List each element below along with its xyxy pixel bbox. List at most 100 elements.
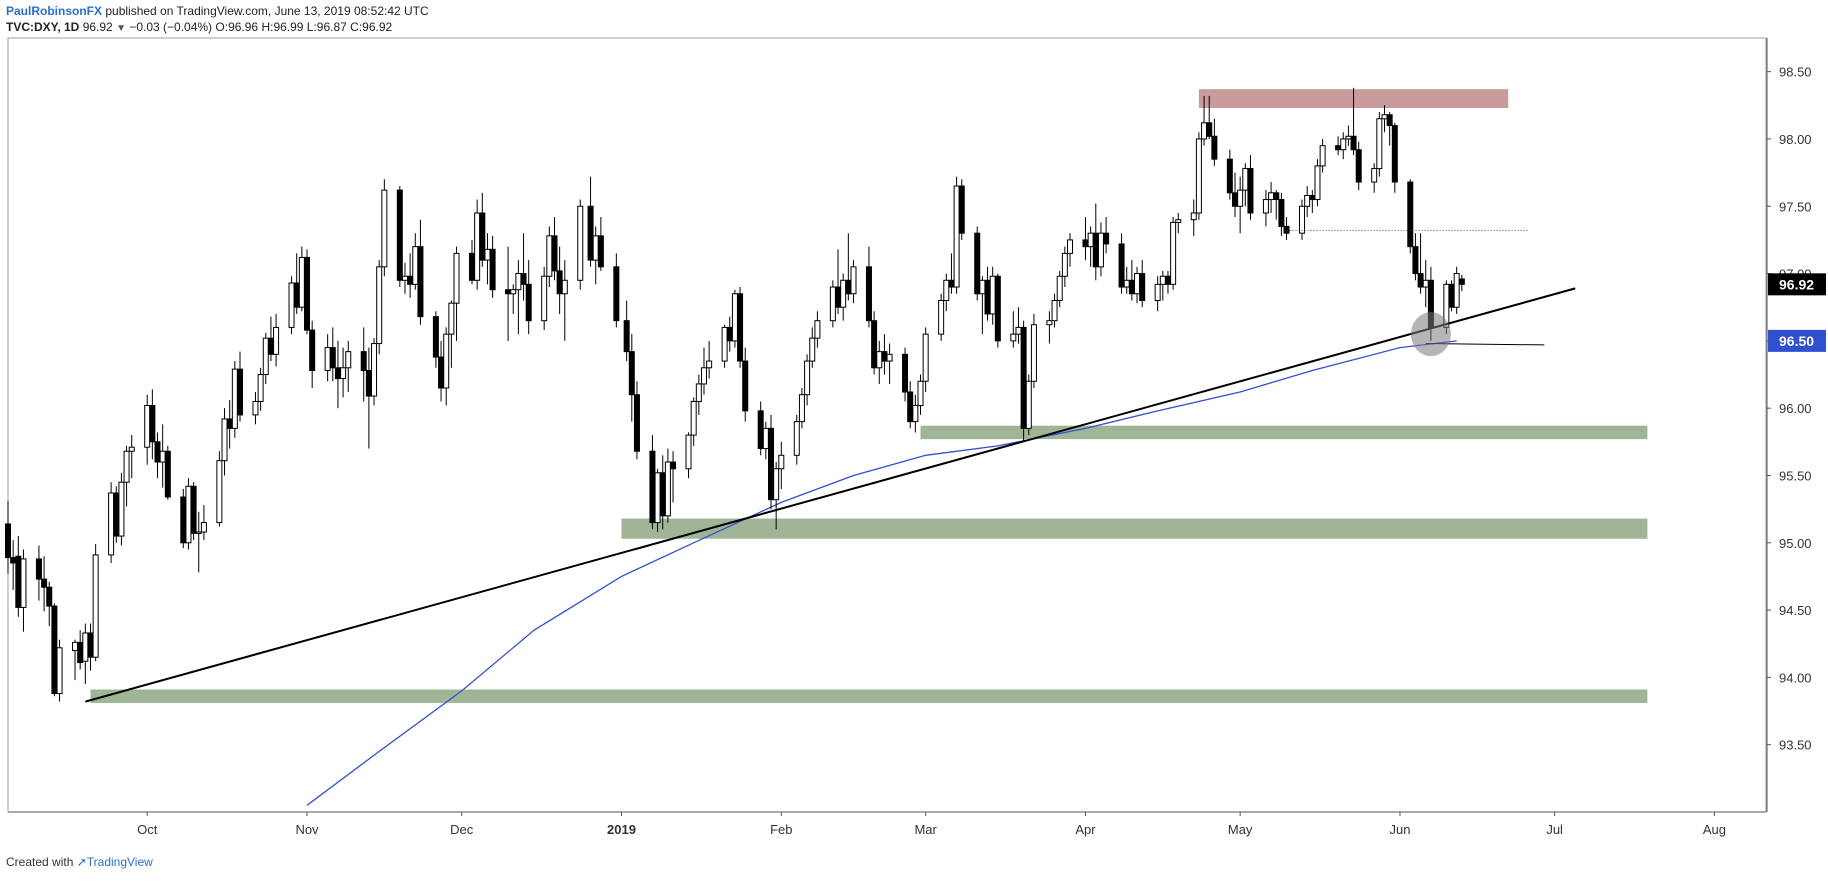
candle-body-down xyxy=(46,586,53,607)
candle-body-up xyxy=(1314,165,1321,201)
candle xyxy=(742,347,749,422)
candle-body-up xyxy=(252,400,259,416)
candle xyxy=(1020,320,1027,442)
candle xyxy=(1309,190,1316,213)
candle xyxy=(726,316,733,352)
candle xyxy=(1412,233,1419,281)
candle-body-down xyxy=(154,441,161,463)
candle-body-up xyxy=(1340,138,1347,151)
candle xyxy=(10,540,17,590)
candle-body-down xyxy=(360,351,367,371)
candle-body-down xyxy=(309,329,316,371)
candle-body-up xyxy=(345,351,352,369)
y-tick-label: 96.00 xyxy=(1779,401,1812,416)
candle-body-up xyxy=(288,282,295,328)
candle xyxy=(685,432,692,479)
candle xyxy=(1087,226,1094,267)
x-tick-label: Nov xyxy=(295,822,319,837)
candle xyxy=(850,260,857,304)
candle-body-up xyxy=(850,266,857,295)
candle-body-up xyxy=(56,647,63,695)
candle-body-down xyxy=(556,270,563,295)
drawing-layer[interactable] xyxy=(85,229,1576,703)
candle-body-up xyxy=(1319,145,1326,167)
candle-body-up xyxy=(1123,279,1130,288)
candle xyxy=(82,623,89,685)
candle xyxy=(118,472,125,546)
candle-body-up xyxy=(1190,212,1197,221)
candle-body-up xyxy=(664,461,671,517)
candle xyxy=(1195,132,1202,220)
candle-body-down xyxy=(1417,273,1424,288)
candle xyxy=(654,468,661,533)
tradingview-logo-icon[interactable]: ➚ xyxy=(76,855,87,869)
publish-line: PaulRobinsonFX published on TradingView.… xyxy=(6,3,429,19)
candle-body-down xyxy=(149,404,156,443)
y-tick-label: 97.50 xyxy=(1779,199,1812,214)
candle-body-down xyxy=(87,632,94,658)
candle-body-down xyxy=(1092,232,1099,268)
candle xyxy=(592,226,599,285)
candle xyxy=(453,246,460,341)
candle-body-up xyxy=(257,374,264,402)
candle xyxy=(1139,260,1146,308)
candle-body-up xyxy=(92,554,99,658)
tradingview-brand[interactable]: TradingView xyxy=(86,855,153,869)
candle xyxy=(845,233,852,301)
candle xyxy=(1051,293,1058,328)
candle-body-down xyxy=(1164,275,1171,285)
candle-body-down xyxy=(520,273,527,285)
candle xyxy=(1231,172,1238,218)
candle-body-down xyxy=(1273,192,1280,201)
time-axis[interactable]: Oct Nov Dec 2019 Feb Mar Apr May Jun Jul Aug xyxy=(137,812,1726,837)
candle-body-up xyxy=(685,434,692,470)
candle xyxy=(288,276,295,335)
candle xyxy=(1123,266,1130,294)
down-arrow-icon: ▼ xyxy=(116,23,126,34)
symbol-label[interactable]: TVC:DXY, 1D xyxy=(6,20,80,34)
candle xyxy=(41,556,48,612)
candle-body-up xyxy=(1304,194,1311,207)
candle-body-up xyxy=(412,246,419,285)
candle-body-down xyxy=(1386,114,1393,126)
candle-body-down xyxy=(845,279,852,295)
candle-body-up xyxy=(72,641,79,651)
candle xyxy=(835,249,842,314)
candle xyxy=(1067,233,1074,267)
candle xyxy=(1190,199,1197,236)
candle-body-down xyxy=(1391,124,1398,183)
candle xyxy=(407,253,414,298)
candle xyxy=(1304,186,1311,218)
candle-body-down xyxy=(737,293,744,362)
candle-body-up xyxy=(1061,252,1068,277)
candle-body-up xyxy=(371,343,378,397)
candle xyxy=(221,408,228,476)
author-link[interactable]: PaulRobinsonFX xyxy=(6,4,102,18)
candle xyxy=(401,262,408,294)
candle-body-up xyxy=(922,333,929,382)
candle-body-up xyxy=(1030,324,1037,382)
candle-body-down xyxy=(1458,278,1465,285)
candle-body-up xyxy=(1381,114,1388,120)
candle xyxy=(902,347,909,402)
candle-body-up xyxy=(876,351,883,369)
candle xyxy=(597,217,604,271)
candle xyxy=(670,451,677,503)
candle-body-down xyxy=(726,326,733,342)
candle-body-up xyxy=(1134,273,1141,295)
chart-frame xyxy=(7,37,1768,813)
candle-body-down xyxy=(15,555,22,608)
candle-body-up xyxy=(690,400,697,436)
candle xyxy=(1242,163,1249,207)
candle-body-up xyxy=(938,299,945,335)
candle-body-up xyxy=(1087,232,1094,248)
price-axis[interactable]: 93.5094.0094.5095.0095.5096.0096.5097.00… xyxy=(1767,65,1812,753)
candle xyxy=(1097,222,1104,277)
x-tick-label: Oct xyxy=(137,822,158,837)
candle xyxy=(1350,87,1357,156)
x-tick-label: Feb xyxy=(770,822,792,837)
candle xyxy=(659,455,666,530)
candles-layer[interactable] xyxy=(5,87,1465,702)
footer: Created with ➚TradingView xyxy=(6,855,153,869)
